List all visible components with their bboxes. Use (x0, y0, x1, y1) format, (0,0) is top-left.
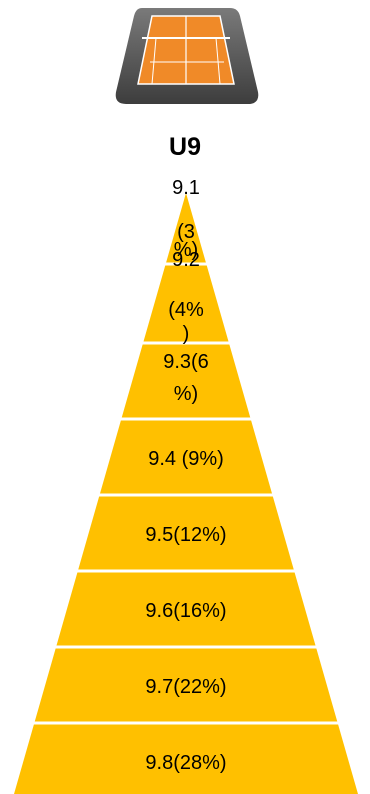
tennis-court-icon (115, 8, 259, 104)
level-label-line: 9.4 (9%) (148, 448, 224, 470)
pyramid-level-7 (34, 648, 338, 722)
level-label-line: 9.5(12%) (145, 524, 227, 546)
pyramid-level-6 (56, 572, 316, 646)
level-label-line: 9.1 (172, 177, 200, 199)
level-label-line: (3 (177, 221, 195, 243)
level-label-line: %) (173, 239, 199, 261)
pyramid-level-5 (78, 496, 294, 570)
level-label-line: 9.3(6 (163, 351, 209, 373)
level-label-line: %) (173, 383, 199, 405)
pyramid-level-8 (14, 724, 358, 794)
pyramid-level-4 (100, 420, 272, 494)
level-label-line: (4% (168, 299, 204, 321)
pyramid-level-1 (166, 193, 206, 263)
pyramid-level-2 (143, 265, 229, 342)
level-label-line: 9.7(22%) (145, 676, 227, 698)
pyramid-level-3 (121, 344, 251, 418)
pyramid-title: U9 (169, 133, 201, 161)
level-label-line: 9.6(16%) (145, 600, 227, 622)
level-label-line: 9.8(28%) (145, 752, 227, 774)
level-label-line: ) (182, 323, 190, 345)
level-label-line: 9.2 (172, 249, 200, 271)
